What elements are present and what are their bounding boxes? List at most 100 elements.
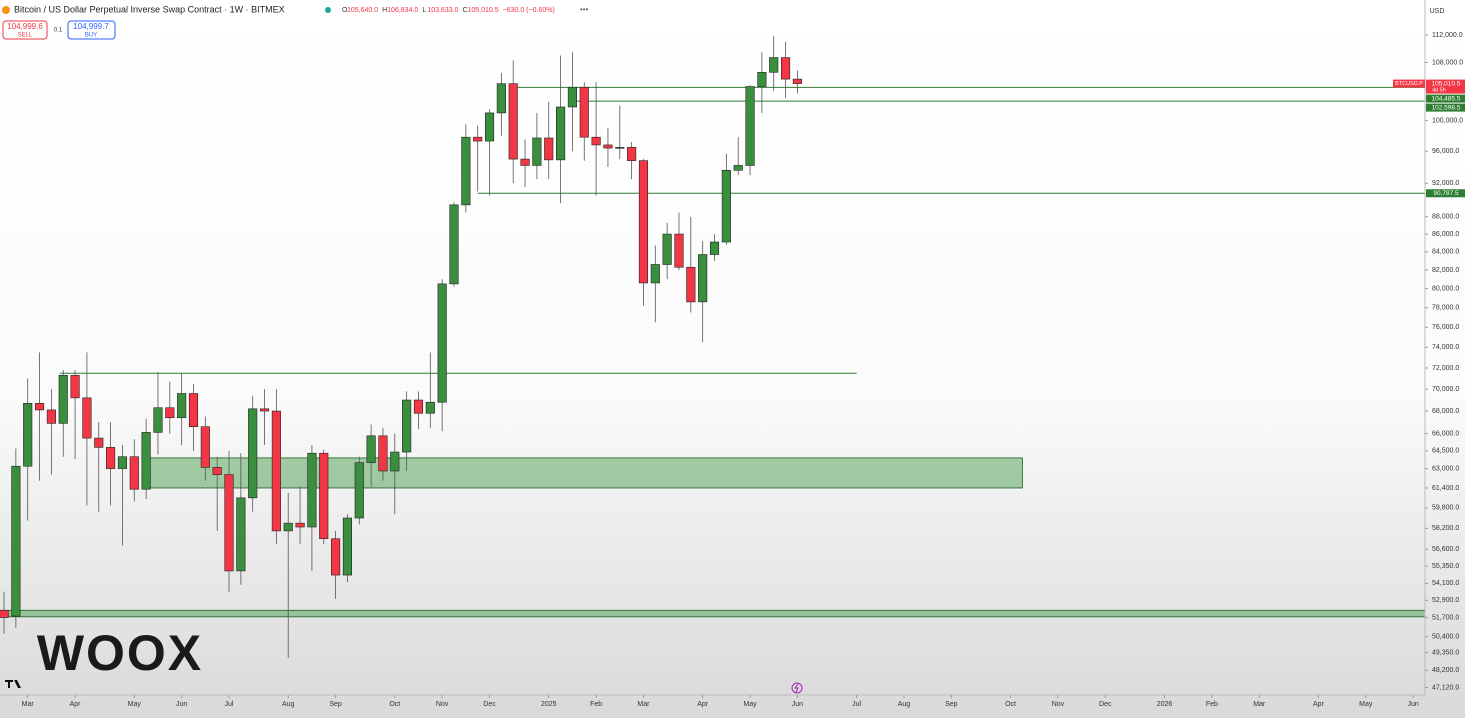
y-tick-label: 48,200.0 — [1432, 667, 1459, 674]
ohlc-value: 105,010.5 — [467, 7, 498, 14]
x-tick-label: 2026 — [1157, 701, 1173, 708]
x-tick-label: 2025 — [541, 701, 557, 708]
price-tag — [1426, 94, 1465, 103]
y-tick-label: 92,000.0 — [1432, 180, 1459, 187]
candle-body — [248, 408, 258, 499]
candle-body — [674, 233, 684, 268]
candle-body — [686, 266, 696, 303]
x-tick-label: Sep — [945, 701, 958, 708]
coin-icon — [2, 6, 10, 14]
candle-body — [307, 452, 317, 528]
x-tick-label: Oct — [1005, 701, 1016, 708]
x-tick-label: Mar — [22, 701, 35, 708]
candle-body — [709, 241, 720, 255]
candle-body — [449, 204, 459, 285]
y-tick-label: 70,000.0 — [1432, 386, 1459, 393]
candle-body — [638, 160, 649, 284]
x-tick-label: Mar — [637, 701, 650, 708]
x-tick-label: May — [128, 701, 142, 708]
currency[interactable]: USD — [1430, 8, 1445, 15]
status-dot — [325, 7, 331, 13]
candle-body — [792, 78, 802, 84]
symbol-tag-label: BTCUSD.P — [1395, 81, 1423, 87]
candle-body — [366, 435, 376, 463]
x-tick-label: Apr — [70, 701, 82, 708]
candle-body — [413, 399, 424, 414]
ohlc-key: O — [342, 7, 348, 14]
candle-body — [556, 106, 566, 161]
sell-label: SELL — [18, 33, 33, 39]
candle-body — [94, 437, 104, 448]
event-bolt — [794, 683, 799, 693]
candle-body — [402, 399, 412, 453]
candle-body — [473, 136, 483, 142]
candle-body — [58, 375, 68, 424]
event-icon[interactable] — [791, 682, 803, 694]
candle-body — [129, 456, 139, 490]
x-tick-label: Nov — [1052, 701, 1065, 708]
candle-body — [425, 401, 435, 414]
price-tag-label: 102,598.5 — [1432, 104, 1461, 111]
watermark: WOOX — [37, 625, 203, 681]
zone — [148, 457, 1023, 489]
candle-body — [627, 146, 637, 161]
ohlc-change: −630.0 (−0.60%) — [503, 7, 555, 14]
candle-body — [650, 264, 660, 284]
y-tick-label: 66,000.0 — [1432, 430, 1459, 437]
y-tick-label: 59,800.0 — [1432, 505, 1459, 512]
candle-body — [780, 57, 791, 80]
candle-body — [378, 435, 388, 472]
candle-body — [212, 467, 222, 475]
candle-body — [757, 71, 767, 87]
x-tick-label: Dec — [483, 701, 496, 708]
candle-body — [567, 86, 577, 108]
price-tag — [1426, 189, 1465, 198]
candle-body — [342, 517, 352, 576]
y-tick-label: 58,200.0 — [1432, 525, 1459, 532]
candle-body — [165, 407, 175, 419]
candle-body — [591, 136, 601, 146]
tv-logo — [5, 680, 21, 688]
y-tick-label: 50,400.0 — [1432, 634, 1459, 641]
y-tick-label: 56,600.0 — [1432, 546, 1459, 553]
y-tick-label: 108,000.0 — [1432, 59, 1463, 66]
y-tick-label: 112,000.0 — [1432, 32, 1463, 39]
x-tick-label: Jun — [176, 701, 187, 708]
buy-price: 104,999.7 — [73, 22, 109, 31]
price-tag-label: 104,485.5 — [1432, 95, 1461, 102]
candle-body — [46, 409, 56, 424]
x-tick-label: Jul — [852, 701, 861, 708]
x-tick-label: Dec — [1099, 701, 1112, 708]
candle-body — [70, 375, 80, 399]
x-tick-label: Apr — [1313, 701, 1325, 708]
candle-body — [153, 407, 163, 433]
zone — [0, 609, 1426, 618]
candle-body — [331, 538, 341, 576]
candle-body — [236, 497, 246, 572]
x-tick-label: Jun — [792, 701, 803, 708]
buy-button[interactable] — [67, 20, 116, 40]
sell-button[interactable] — [2, 20, 48, 40]
ohlc-value: 106,834.0 — [387, 7, 418, 14]
candle-body — [721, 169, 731, 243]
ohlc-key: C — [462, 7, 467, 14]
more[interactable]: ••• — [580, 5, 589, 14]
candle-body — [259, 408, 270, 412]
candle-body — [271, 410, 281, 532]
y-tick-label: 47,120.0 — [1432, 684, 1459, 691]
candle-body — [354, 462, 364, 519]
x-tick-label: Sep — [329, 701, 342, 708]
plot-area — [0, 35, 1426, 658]
candle-body — [23, 403, 33, 467]
candle-body — [769, 57, 779, 73]
candle-body — [390, 451, 400, 472]
candle-body — [188, 393, 199, 428]
x-tick-label: Aug — [898, 701, 911, 708]
ohlc: O 105,640.0 H 106,834.0 L 103,633.0 C 105,010.5… — [342, 7, 555, 14]
candle-body — [508, 83, 518, 160]
price-tag — [1426, 79, 1465, 94]
x-tick-label: Feb — [1206, 701, 1218, 708]
candle-body — [437, 283, 447, 403]
